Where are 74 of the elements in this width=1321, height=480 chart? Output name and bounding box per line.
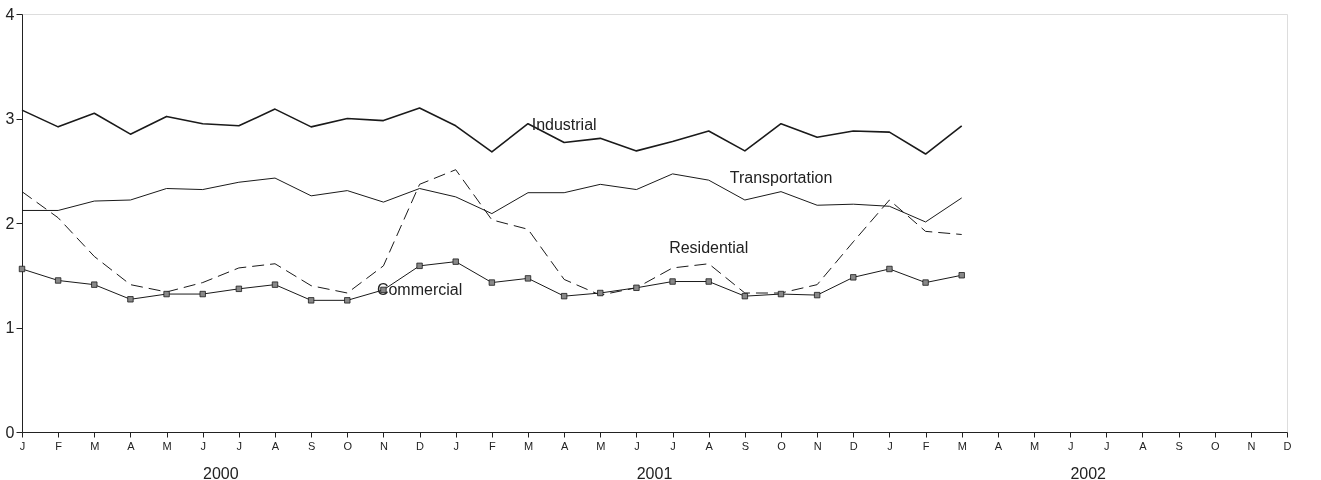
point bbox=[163, 290, 170, 298]
text: 2001 bbox=[636, 465, 673, 480]
point bbox=[886, 265, 893, 273]
x-tick-label: F bbox=[55, 439, 63, 452]
x-tick-label: M bbox=[90, 439, 100, 452]
x-tick-label: J bbox=[670, 439, 676, 452]
x-tick-label: D bbox=[849, 439, 858, 452]
point bbox=[488, 279, 495, 286]
y-tick-label: 4 bbox=[5, 5, 15, 23]
x-tick-label: N bbox=[813, 439, 822, 452]
point bbox=[814, 291, 821, 299]
point bbox=[850, 274, 857, 281]
x-tick-label: J bbox=[200, 439, 206, 452]
y-tick-label: 0 bbox=[5, 423, 15, 441]
point bbox=[705, 278, 712, 285]
x-tick-label: M bbox=[957, 439, 967, 452]
x-tick-label: O bbox=[777, 439, 787, 452]
point bbox=[669, 278, 676, 285]
x-tick-label: D bbox=[1283, 439, 1292, 452]
x-tick-label: M bbox=[162, 439, 172, 452]
x-tick-label: J bbox=[887, 439, 893, 452]
point bbox=[55, 277, 62, 284]
point bbox=[958, 272, 965, 279]
x-tick-label: N bbox=[379, 439, 388, 452]
y-tick-label: 2 bbox=[5, 214, 15, 232]
point bbox=[633, 284, 640, 291]
text: 2002 bbox=[1070, 465, 1107, 480]
x-tick-label: F bbox=[488, 439, 496, 452]
x-tick-label: S bbox=[307, 439, 316, 452]
series-label: Transportation bbox=[729, 168, 833, 186]
series-label: Commercial bbox=[376, 280, 463, 298]
text: 2000 bbox=[202, 465, 239, 480]
x-tick-label: A bbox=[560, 439, 569, 452]
x-tick-label: J bbox=[1104, 439, 1110, 452]
x-tick-label: J bbox=[453, 439, 459, 452]
x-tick-label: A bbox=[994, 439, 1003, 452]
x-tick-label: A bbox=[271, 439, 280, 452]
x-tick-label: O bbox=[1210, 439, 1220, 452]
point bbox=[235, 285, 242, 292]
x-tick-label: A bbox=[127, 439, 136, 452]
y-tick-label: 1 bbox=[5, 319, 15, 336]
point bbox=[344, 297, 351, 304]
x-tick-label: O bbox=[343, 439, 353, 452]
series-label: Industrial bbox=[531, 115, 597, 133]
point bbox=[597, 289, 604, 297]
x-tick-label: M bbox=[1029, 439, 1040, 452]
point bbox=[127, 296, 134, 303]
x-tick-label: S bbox=[741, 439, 750, 452]
point bbox=[922, 279, 929, 286]
point bbox=[199, 290, 206, 298]
x-tick-label: D bbox=[416, 439, 425, 452]
point bbox=[777, 290, 785, 298]
x-tick-label: A bbox=[1139, 439, 1148, 452]
point bbox=[561, 293, 568, 300]
x-tick-label: A bbox=[705, 439, 714, 452]
x-tick-label: M bbox=[523, 439, 534, 452]
x-tick-label: J bbox=[1067, 439, 1074, 452]
x-tick-label: J bbox=[236, 439, 243, 452]
point bbox=[271, 281, 279, 288]
point bbox=[18, 265, 26, 273]
point bbox=[452, 258, 459, 265]
series-label: Residential bbox=[669, 238, 749, 256]
x-tick-label: N bbox=[1247, 439, 1256, 452]
point bbox=[308, 297, 315, 304]
x-tick-label: M bbox=[596, 439, 606, 452]
x-tick-label: F bbox=[922, 439, 930, 452]
point bbox=[741, 293, 748, 300]
x-tick-label: J bbox=[634, 439, 640, 452]
point bbox=[91, 281, 98, 288]
point bbox=[416, 262, 423, 269]
y-tick-label: 3 bbox=[5, 110, 15, 127]
point bbox=[524, 275, 532, 282]
x-tick-label: S bbox=[1175, 439, 1183, 452]
x-tick-label: J bbox=[19, 439, 26, 452]
